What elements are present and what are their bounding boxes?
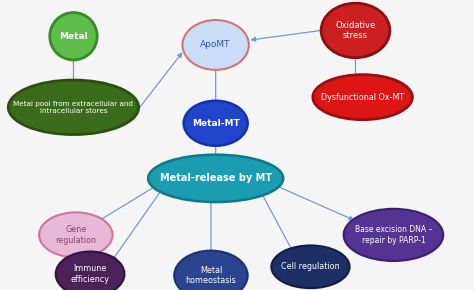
Text: Cell regulation: Cell regulation [281,262,340,271]
Ellipse shape [321,3,390,58]
Ellipse shape [56,251,124,290]
Ellipse shape [174,251,247,290]
Ellipse shape [39,212,113,258]
Ellipse shape [344,209,443,261]
Ellipse shape [148,155,283,202]
Ellipse shape [184,101,247,146]
Text: Oxidative
stress: Oxidative stress [335,21,376,40]
Text: Base excision DNA –
repair by PARP-1: Base excision DNA – repair by PARP-1 [355,225,432,245]
Text: Dysfunctional Ox-MT: Dysfunctional Ox-MT [321,93,404,102]
Text: Gene
regulation: Gene regulation [55,225,96,245]
Text: Immune
efficiency: Immune efficiency [71,264,109,284]
Text: Metal: Metal [59,32,88,41]
Text: Metal-release by MT: Metal-release by MT [160,173,272,183]
Text: Metal pool from extracellular and
intracellular stores: Metal pool from extracellular and intrac… [13,101,134,114]
Ellipse shape [313,75,412,120]
Ellipse shape [8,80,138,135]
Text: ApoMT: ApoMT [201,40,231,50]
Ellipse shape [271,245,350,288]
Text: Metal
homeostasis: Metal homeostasis [185,266,237,285]
Ellipse shape [50,12,97,60]
Ellipse shape [182,20,249,70]
Text: Metal-MT: Metal-MT [192,119,239,128]
